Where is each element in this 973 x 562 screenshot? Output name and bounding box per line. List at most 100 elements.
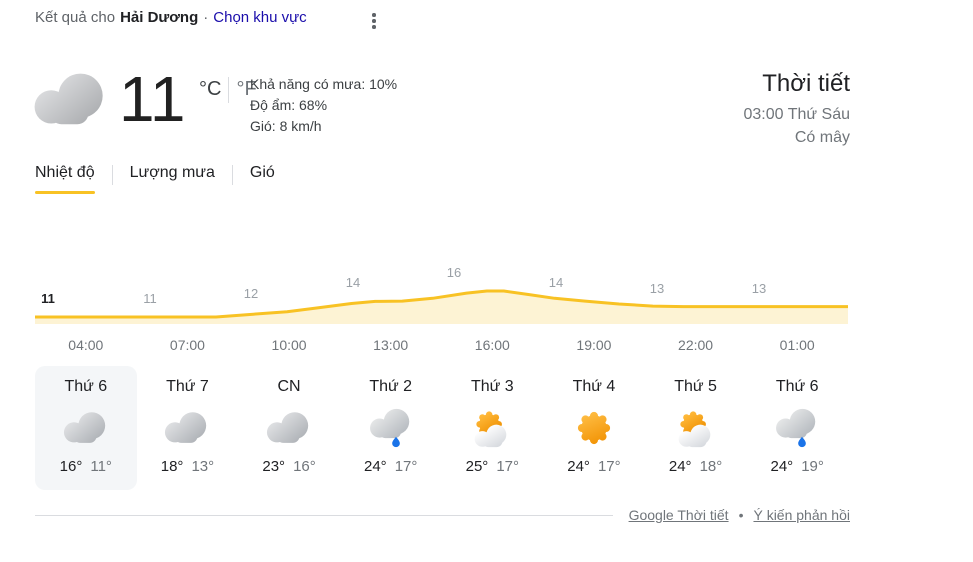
weather-info: Thời tiết 03:00 Thứ Sáu Có mây — [744, 69, 851, 149]
day-temps: 16° 11° — [60, 458, 112, 475]
day-low: 13° — [191, 458, 215, 475]
tab-divider — [231, 165, 233, 185]
cloudy-icon — [164, 399, 210, 457]
day-high: 24° — [770, 458, 794, 475]
day-name: Thứ 7 — [166, 378, 209, 395]
temp-label: 11 — [143, 291, 157, 306]
temp-label: 13 — [649, 281, 665, 296]
cloudy-icon — [63, 399, 109, 457]
header-separator: · — [203, 9, 209, 26]
more-vertical-icon[interactable] — [369, 10, 379, 32]
footer-links-separator: • — [738, 507, 744, 523]
results-for-label: Kết quả cho — [35, 9, 116, 26]
day-temps: 24° 17° — [567, 458, 620, 475]
weather-datetime: 03:00 Thứ Sáu — [743, 106, 851, 123]
day-cell[interactable]: Thứ 5 24° 18° — [645, 366, 747, 490]
rain-icon — [369, 399, 413, 457]
partly-icon — [673, 399, 719, 457]
footer: Google Thời tiết • Ý kiến phản hồi — [35, 507, 850, 523]
rain-icon — [775, 399, 819, 457]
unit-divider — [228, 77, 230, 103]
unit-toggle: °C °F — [199, 77, 257, 103]
day-high: 25° — [465, 458, 489, 475]
tab-wind[interactable]: Gió — [249, 164, 275, 181]
day-name: Thứ 6 — [775, 378, 819, 395]
day-low: 18° — [699, 458, 723, 475]
day-cell[interactable]: Thứ 7 18° 13° — [137, 366, 239, 490]
tab-precipitation[interactable]: Lượng mưa — [129, 164, 215, 181]
day-low: 16° — [293, 458, 316, 475]
temperature-chart[interactable]: 11 11 12 14 16 14 13 13 — [35, 253, 848, 331]
location-name: Hải Dương — [120, 9, 199, 26]
temperature-line-chart[interactable] — [35, 253, 848, 331]
precipitation-text: Khả năng có mưa: 10% — [250, 76, 398, 92]
weather-title: Thời tiết — [762, 70, 850, 97]
day-low: 17° — [597, 458, 621, 475]
header: Kết quả cho Hải Dương · Chọn khu vực — [35, 9, 307, 26]
day-high: 23° — [262, 458, 286, 475]
choose-area-link[interactable]: Chọn khu vực — [213, 9, 307, 26]
current-temperature: 11 — [119, 63, 186, 135]
day-low: 17° — [394, 458, 418, 475]
day-name: Thứ 3 — [470, 378, 514, 395]
day-high: 24° — [567, 458, 590, 475]
google-weather-link[interactable]: Google Thời tiết — [628, 507, 729, 523]
day-name: Thứ 5 — [674, 378, 717, 395]
daily-forecast: Thứ 6 16° 11° Thứ 7 18° 13° CN 23° 16° Thứ 2 24° 17… — [35, 366, 848, 490]
unit-celsius[interactable]: °C — [199, 78, 222, 100]
temp-label: 14 — [345, 275, 361, 290]
feedback-link[interactable]: Ý kiến phản hồi — [753, 507, 850, 523]
tab-temperature[interactable]: Nhiệt độ — [35, 164, 95, 194]
day-temps: 24° 17° — [364, 458, 417, 475]
footer-links: Google Thời tiết • Ý kiến phản hồi — [629, 507, 850, 523]
day-cell[interactable]: Thứ 3 25° 17° — [442, 366, 544, 490]
day-name: Thứ 6 — [64, 378, 108, 395]
cloudy-icon — [266, 399, 312, 457]
day-low: 11° — [90, 458, 112, 475]
humidity-text: Độ ẩm: 68% — [250, 97, 328, 113]
chart-tabs: Nhiệt độ Lượng mưa Gió — [35, 164, 275, 194]
day-temps: 25° 17° — [466, 458, 519, 475]
day-name: CN — [277, 378, 301, 395]
day-low: 19° — [801, 458, 824, 475]
time-label: 10:00 — [271, 337, 307, 353]
unit-fahrenheit[interactable]: °F — [236, 78, 257, 100]
day-high: 18° — [160, 458, 184, 475]
time-label: 22:00 — [678, 337, 714, 353]
temp-label: 13 — [751, 281, 767, 296]
time-label: 01:00 — [779, 337, 815, 353]
time-label: 04:00 — [68, 337, 104, 353]
day-cell[interactable]: CN 23° 16° — [238, 366, 340, 490]
day-high: 16° — [59, 458, 83, 475]
time-label: 13:00 — [373, 337, 409, 353]
weather-condition: Có mây — [794, 129, 850, 146]
current-weather-cloudy-icon — [33, 72, 109, 129]
temp-label: 12 — [243, 286, 259, 301]
day-temps: 24° 18° — [669, 458, 722, 475]
day-cell[interactable]: Thứ 4 24° 17° — [543, 366, 645, 490]
tab-divider — [111, 165, 113, 185]
day-temps: 18° 13° — [161, 458, 214, 475]
time-label: 16:00 — [474, 337, 510, 353]
partly-icon — [469, 399, 515, 457]
temp-label: 14 — [548, 275, 564, 290]
day-name: Thứ 4 — [572, 378, 616, 395]
day-temps: 23° 16° — [262, 458, 315, 475]
day-cell[interactable]: Thứ 6 24° 19° — [746, 366, 848, 490]
time-label: 19:00 — [576, 337, 612, 353]
day-low: 17° — [496, 458, 519, 475]
current-details: Khả năng có mưa: 10% Độ ẩm: 68% Gió: 8 km/… — [250, 74, 397, 137]
sunny-icon — [573, 399, 615, 457]
temp-label: 11 — [41, 291, 55, 306]
day-cell[interactable]: Thứ 6 16° 11° — [35, 366, 137, 490]
day-cell[interactable]: Thứ 2 24° 17° — [340, 366, 442, 490]
day-high: 24° — [668, 458, 692, 475]
wind-text: Gió: 8 km/h — [250, 118, 322, 134]
day-high: 24° — [364, 458, 387, 475]
day-temps: 24° 19° — [771, 458, 824, 475]
time-axis: 04:00 07:00 10:00 13:00 16:00 19:00 22:00 01:00 — [35, 337, 848, 353]
temp-label: 16 — [446, 265, 462, 280]
time-label: 07:00 — [169, 337, 205, 353]
day-name: Thứ 2 — [369, 378, 413, 395]
